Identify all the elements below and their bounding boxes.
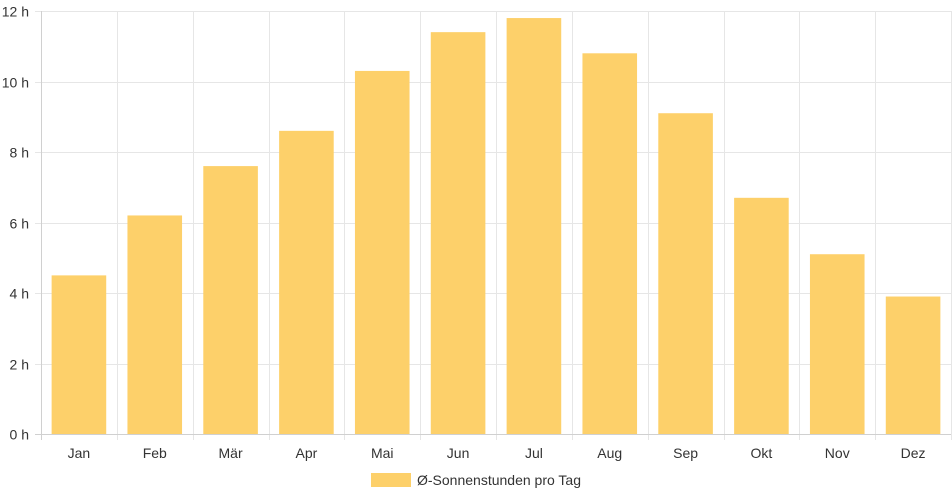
x-tick-label: Mai	[371, 445, 394, 461]
y-tick-label: 6 h	[10, 216, 29, 232]
y-tick-label: 0 h	[10, 427, 29, 443]
bar[interactable]	[203, 166, 258, 434]
x-tick-label: Aug	[597, 445, 622, 461]
x-tick-label: Feb	[143, 445, 167, 461]
y-tick-label: 8 h	[10, 145, 29, 161]
x-tick-label: Jun	[447, 445, 470, 461]
bar[interactable]	[279, 130, 334, 434]
x-axis-ticks: Jan Feb Mär Apr Mai Jun Jul Aug Sep Okt Nov Dez	[68, 445, 926, 461]
legend-label: Ø-Sonnenstunden pro Tag	[417, 472, 581, 488]
bar[interactable]	[885, 296, 941, 434]
bar[interactable]	[582, 53, 638, 435]
legend: Ø-Sonnenstunden pro Tag	[0, 472, 952, 488]
axes	[35, 11, 951, 440]
bar[interactable]	[506, 18, 562, 435]
bars	[51, 18, 941, 435]
x-tick-label: Mär	[219, 445, 243, 461]
bar[interactable]	[430, 32, 486, 435]
y-tick-label: 4 h	[10, 286, 29, 302]
x-tick-label: Okt	[751, 445, 773, 461]
grid-lines	[35, 11, 952, 440]
y-tick-label: 10 h	[2, 75, 29, 91]
bar[interactable]	[354, 70, 410, 435]
bar[interactable]	[127, 215, 183, 434]
y-tick-label: 12 h	[2, 4, 29, 20]
legend-item[interactable]: Ø-Sonnenstunden pro Tag	[371, 472, 581, 488]
x-tick-label: Apr	[296, 445, 318, 461]
bar[interactable]	[734, 197, 789, 434]
x-tick-label: Jul	[525, 445, 543, 461]
x-tick-label: Nov	[825, 445, 850, 461]
x-tick-label: Sep	[673, 445, 698, 461]
y-tick-label: 2 h	[10, 357, 29, 373]
x-tick-label: Jan	[68, 445, 91, 461]
bar[interactable]	[658, 113, 713, 434]
x-tick-label: Dez	[901, 445, 926, 461]
bar[interactable]	[51, 275, 107, 434]
bar[interactable]	[809, 254, 865, 434]
legend-swatch	[371, 473, 411, 487]
y-axis-ticks: 0 h 2 h 4 h 6 h 8 h 10 h 12 h	[2, 4, 29, 443]
